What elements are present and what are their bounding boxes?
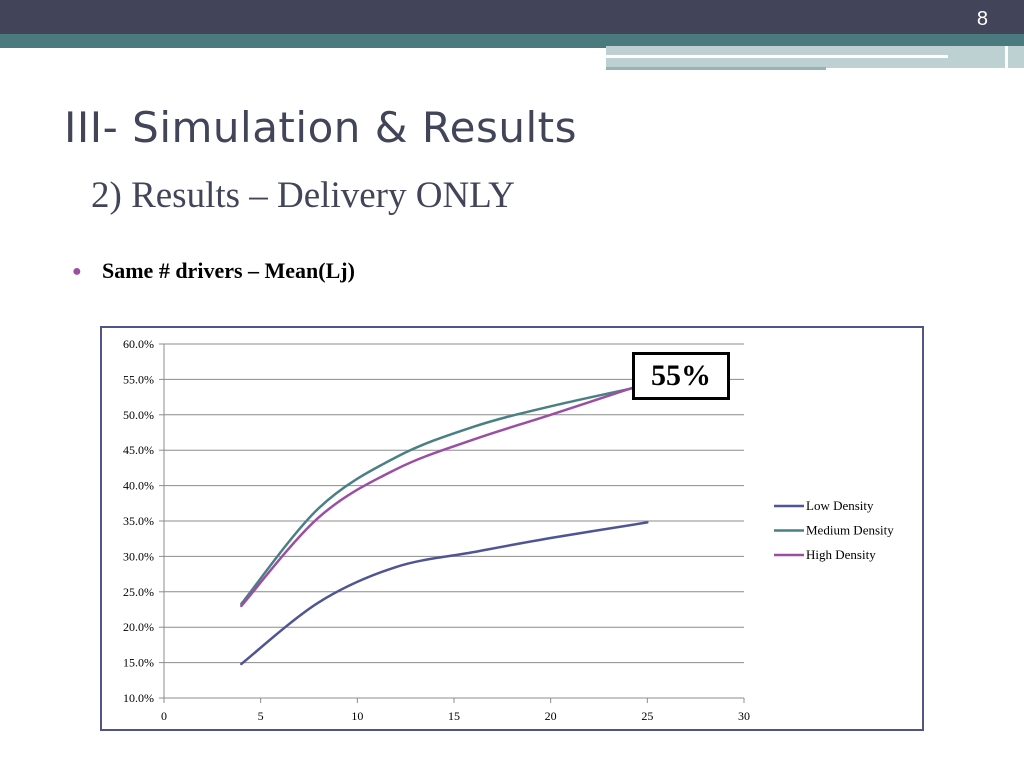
y-tick-label: 50.0% [123, 408, 154, 422]
x-tick-label: 25 [641, 709, 653, 723]
header-accent-line [606, 55, 948, 58]
x-tick-label: 5 [258, 709, 264, 723]
chart-frame: 10.0% 15.0% 20.0% 25.0% 30.0% 35.0% 40.0% 45.0%… [100, 326, 924, 731]
y-tick-label: 60.0% [123, 337, 154, 351]
x-tick-label: 0 [161, 709, 167, 723]
x-tick-label: 10 [351, 709, 363, 723]
bullet-text: Same # drivers – Mean(Lj) [102, 258, 355, 283]
header-bar [0, 0, 1024, 34]
legend-label: Low Density [806, 498, 874, 513]
y-tick-label: 25.0% [123, 585, 154, 599]
y-tick-label: 10.0% [123, 691, 154, 705]
header-accent-line-lower [606, 67, 826, 70]
y-tick-label: 35.0% [123, 514, 154, 528]
y-tick-label: 55.0% [123, 372, 154, 386]
y-tick-label: 20.0% [123, 620, 154, 634]
header-accent-edge [1005, 46, 1008, 68]
legend-label: Medium Density [806, 523, 894, 538]
legend-label: High Density [806, 547, 876, 562]
x-tick-label: 20 [545, 709, 557, 723]
teal-stripe [0, 34, 1024, 46]
callout-box: 55% [632, 352, 730, 400]
bullet-item: ● Same # drivers – Mean(Lj) [72, 258, 355, 284]
x-tick-label: 30 [738, 709, 750, 723]
page-number: 8 [976, 8, 988, 30]
y-tick-label: 45.0% [123, 443, 154, 457]
y-tick-label: 30.0% [123, 549, 154, 563]
series-line-low-density [240, 521, 649, 666]
series-line-medium-density [240, 383, 649, 606]
slide-subtitle: 2) Results – Delivery ONLY [91, 175, 515, 216]
y-tick-label: 15.0% [123, 656, 154, 670]
slide-title: III- Simulation & Results [64, 103, 577, 152]
x-tick-label: 15 [448, 709, 460, 723]
line-chart: 10.0% 15.0% 20.0% 25.0% 30.0% 35.0% 40.0% 45.0%… [123, 337, 894, 723]
bullet-dot-icon: ● [72, 263, 82, 280]
teal-stripe-thin [0, 46, 606, 48]
y-tick-label: 40.0% [123, 479, 154, 493]
series-line-high-density [240, 381, 649, 608]
